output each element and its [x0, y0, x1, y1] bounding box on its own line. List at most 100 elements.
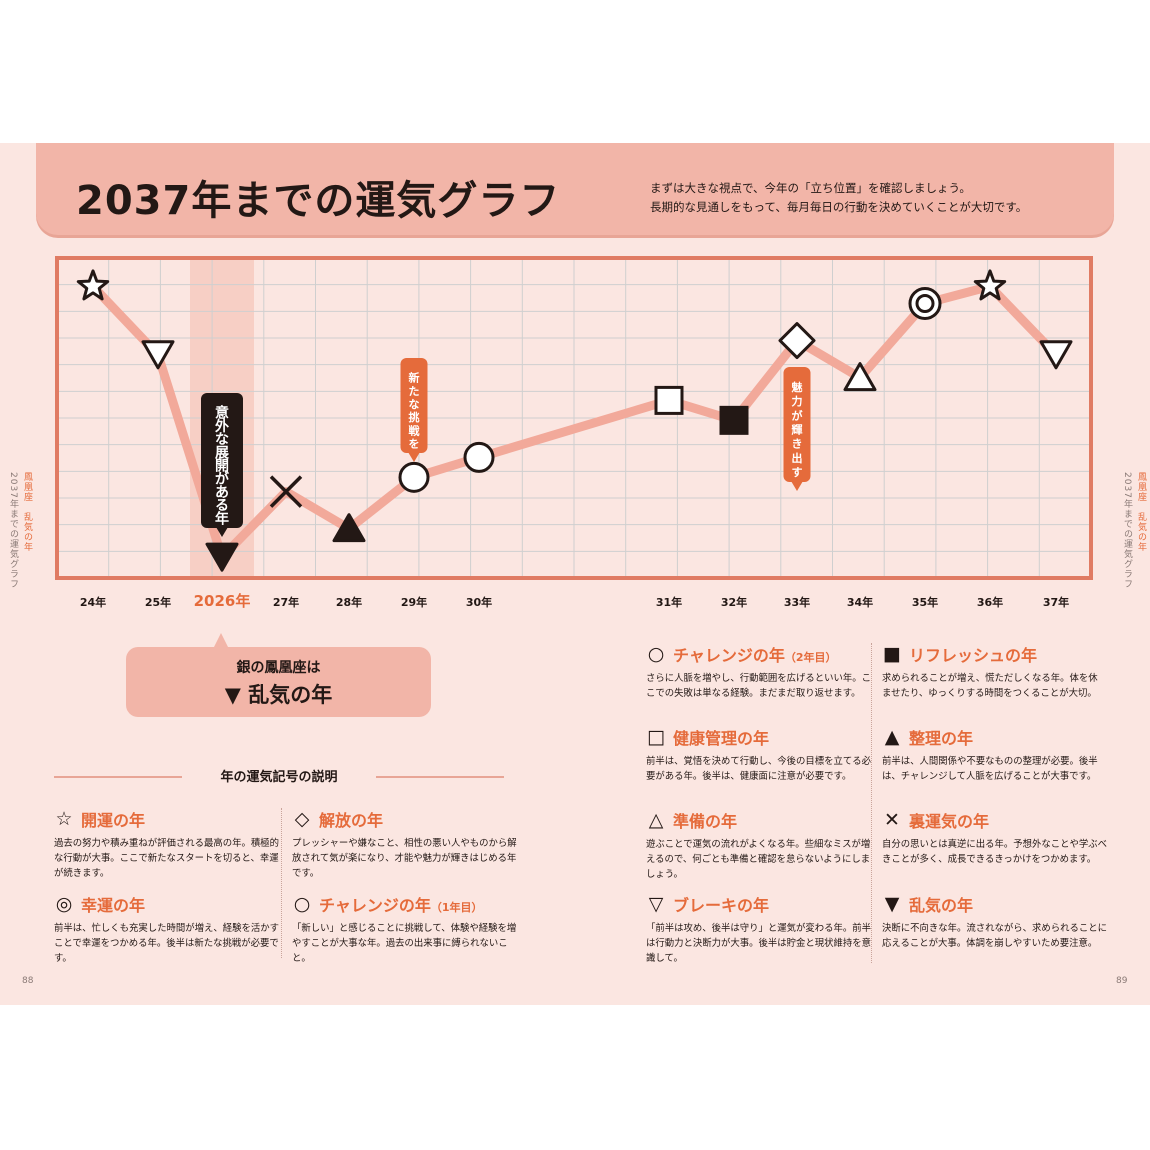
legend-entry-desc: さらに人脈を増やし、行動範囲を広げるといい年。ここでの失敗は単なる経験。まだまだ…	[646, 673, 872, 699]
data-point-star	[973, 269, 1007, 301]
x-tick-label: 29年	[401, 595, 427, 609]
x-tick-label: 24年	[80, 595, 106, 609]
data-point-double-circle	[908, 287, 942, 320]
annotation-char: 輝	[792, 423, 803, 437]
annotation-char: 外	[215, 418, 229, 435]
legend-entry-desc: 前半は、忙しくも充実した時間が増え、経験を活かすことで幸運をつかめる年。後半は新…	[54, 923, 280, 964]
x-tick-label: 31年	[656, 595, 682, 609]
legend-entry-name: 裏運気の年	[909, 808, 989, 832]
legend-symbol-icon: ○	[647, 643, 665, 665]
legend-entry-name-text: 解放の年	[319, 811, 384, 830]
legend-entry-name-text: 幸運の年	[81, 896, 146, 915]
legend-entry-head: ◇ 解放の年	[292, 808, 517, 830]
chart-frame	[55, 256, 1093, 580]
legend-entry-name-text: 裏運気の年	[909, 812, 990, 831]
data-point-star	[76, 269, 110, 301]
triangle-down-marker	[205, 542, 239, 572]
side-text: 2037年までの運気グラフ	[8, 472, 18, 589]
annotation-char: が	[215, 471, 230, 488]
legend-entry-head: ○ チャレンジの年（1年目）	[292, 893, 517, 915]
legend-title: 年の運気記号の説明	[54, 766, 504, 785]
triangle-down-marker	[1039, 340, 1073, 370]
legend-entry: ✕ 裏運気の年自分の思いとは真逆に出る年。予想外なことや学ぶべきことが多く、成長で…	[882, 809, 1107, 867]
legend-divider	[281, 808, 282, 958]
annotation-char: 戦	[409, 423, 421, 437]
annotation-char: る	[215, 498, 229, 514]
data-point-triangle-up	[843, 362, 877, 392]
legend-entry-name-text: ブレーキの年	[673, 896, 770, 915]
annotation-box	[201, 393, 243, 528]
double-circle-inner	[915, 294, 935, 313]
legend-entry-head: △ 準備の年	[646, 809, 871, 831]
annotation-char: が	[792, 408, 803, 422]
legend-entry-desc: 自分の思いとは真逆に出る年。予想外なことや学ぶべきことが多く、成長できるきっかけ…	[882, 839, 1108, 865]
annotation-char: た	[409, 385, 420, 398]
page-title: 2037年までの運気グラフ	[76, 178, 561, 224]
square-marker	[719, 405, 749, 435]
callout-line2: ▼ 乱気の年	[224, 683, 333, 707]
annotation-char: 展	[215, 445, 229, 461]
annotation-char: 魅	[792, 380, 803, 394]
annotation-char: 開	[215, 459, 229, 475]
legend-entry-sub: （2年目）	[784, 651, 837, 664]
data-point-circle	[398, 461, 430, 493]
legend-entry-name: ブレーキの年	[673, 892, 769, 916]
legend-entry-name-text: 開運の年	[81, 811, 146, 830]
legend-entry-name: 整理の年	[909, 725, 973, 749]
legend-entry-desc: 決断に不向きな年。流されながら、求められることに応えることが大事。体調を崩しやす…	[882, 923, 1108, 949]
star-marker	[973, 269, 1007, 301]
side-accent-text: 鳳凰座 乱気の年	[1136, 472, 1146, 552]
legend-entry-name-text: 準備の年	[673, 812, 738, 831]
annotation-char: 新	[409, 371, 420, 385]
current-year-callout: 銀の鳳凰座は ▼ 乱気の年	[126, 647, 431, 717]
intro-line: 長期的な見通しをもって、毎月毎日の行動を決めていくことが大切です。	[650, 200, 1028, 214]
intro-line: まずは大きな視点で、今年の「立ち位置」を確認しましょう。	[650, 181, 971, 195]
annotation-char: 意	[215, 405, 229, 422]
annotation-char: 挑	[409, 410, 420, 424]
annotation-pointer	[408, 452, 420, 462]
x-tick-label: 28年	[336, 595, 362, 609]
legend-symbol-icon: ▼	[884, 893, 900, 915]
cross-marker	[269, 475, 303, 508]
annotation-pointer	[216, 527, 228, 537]
legend-entry-head: ▼ 乱気の年	[882, 893, 1107, 915]
data-point-triangle-down	[1039, 340, 1073, 370]
square-marker	[654, 385, 684, 415]
legend-entry-name-text: 健康管理の年	[673, 729, 770, 748]
annotation-char: き	[792, 438, 803, 451]
legend-entry-name: チャレンジの年（2年目）	[673, 642, 837, 666]
legend-entry-desc: 前半は、人間関係や不要なものの整理が必要。後半は、チャレンジして人脈を広げること…	[882, 756, 1098, 782]
x-tick-label: 37年	[1043, 595, 1069, 609]
x-tick-label: 34年	[847, 595, 873, 609]
triangle-up-marker	[843, 362, 877, 392]
legend-entry-name-text: チャレンジの年	[673, 646, 785, 665]
legend-entry-desc: 遊ぶことで運気の流れがよくなる年。些細なミスが増えるので、何ごとも準備と確認を怠…	[646, 839, 871, 880]
annotation-char: 年	[215, 510, 229, 527]
data-point-circle	[463, 441, 495, 473]
circle-marker	[463, 441, 495, 473]
data-point-triangle-down-filled	[205, 542, 239, 572]
x-tick-label: 27年	[273, 595, 299, 609]
annotation-char: 力	[792, 394, 803, 408]
legend-entry-name: 乱気の年	[909, 892, 973, 916]
x-tick-label: 35年	[912, 595, 938, 609]
legend-symbol-icon: ▽	[648, 893, 664, 915]
legend-symbol-icon: ◎	[55, 893, 73, 915]
header-bar	[36, 143, 1114, 235]
legend-entry-name-text: チャレンジの年	[319, 896, 431, 915]
annotation-char: を	[409, 437, 420, 450]
legend-entry-head: ■ リフレッシュの年	[882, 643, 1107, 665]
legend-entry: ▼ 乱気の年決断に不向きな年。流されながら、求められることに応えることが大事。体調…	[882, 893, 1107, 951]
legend-entry-desc: 「前半は攻め、後半は守り」と運気が変わる年。前半は行動力と決断力が大事。後半は貯…	[646, 923, 872, 964]
diamond-marker	[778, 322, 816, 360]
legend-entry-desc: 求められることが増え、慌ただしくなる年。体を休ませたり、ゆっくりする時間をつくる…	[882, 673, 1098, 699]
legend-entry: ○ チャレンジの年（1年目） 「新しい」と感じることに挑戦して、体験や経験を増やすこ…	[292, 893, 517, 966]
legend-entry: ○ チャレンジの年（2年目） さらに人脈を増やし、行動範囲を広げるといい年。ここでの…	[646, 643, 871, 701]
legend-entry-head: ✕ 裏運気の年	[882, 809, 1107, 831]
star-marker	[76, 269, 110, 301]
page-number-right: 89	[1116, 976, 1128, 986]
legend-entry: ▽ ブレーキの年「前半は攻め、後半は守り」と運気が変わる年。前半は行動力と決断力が…	[646, 893, 871, 966]
legend-entry-name: 解放の年	[319, 807, 383, 831]
